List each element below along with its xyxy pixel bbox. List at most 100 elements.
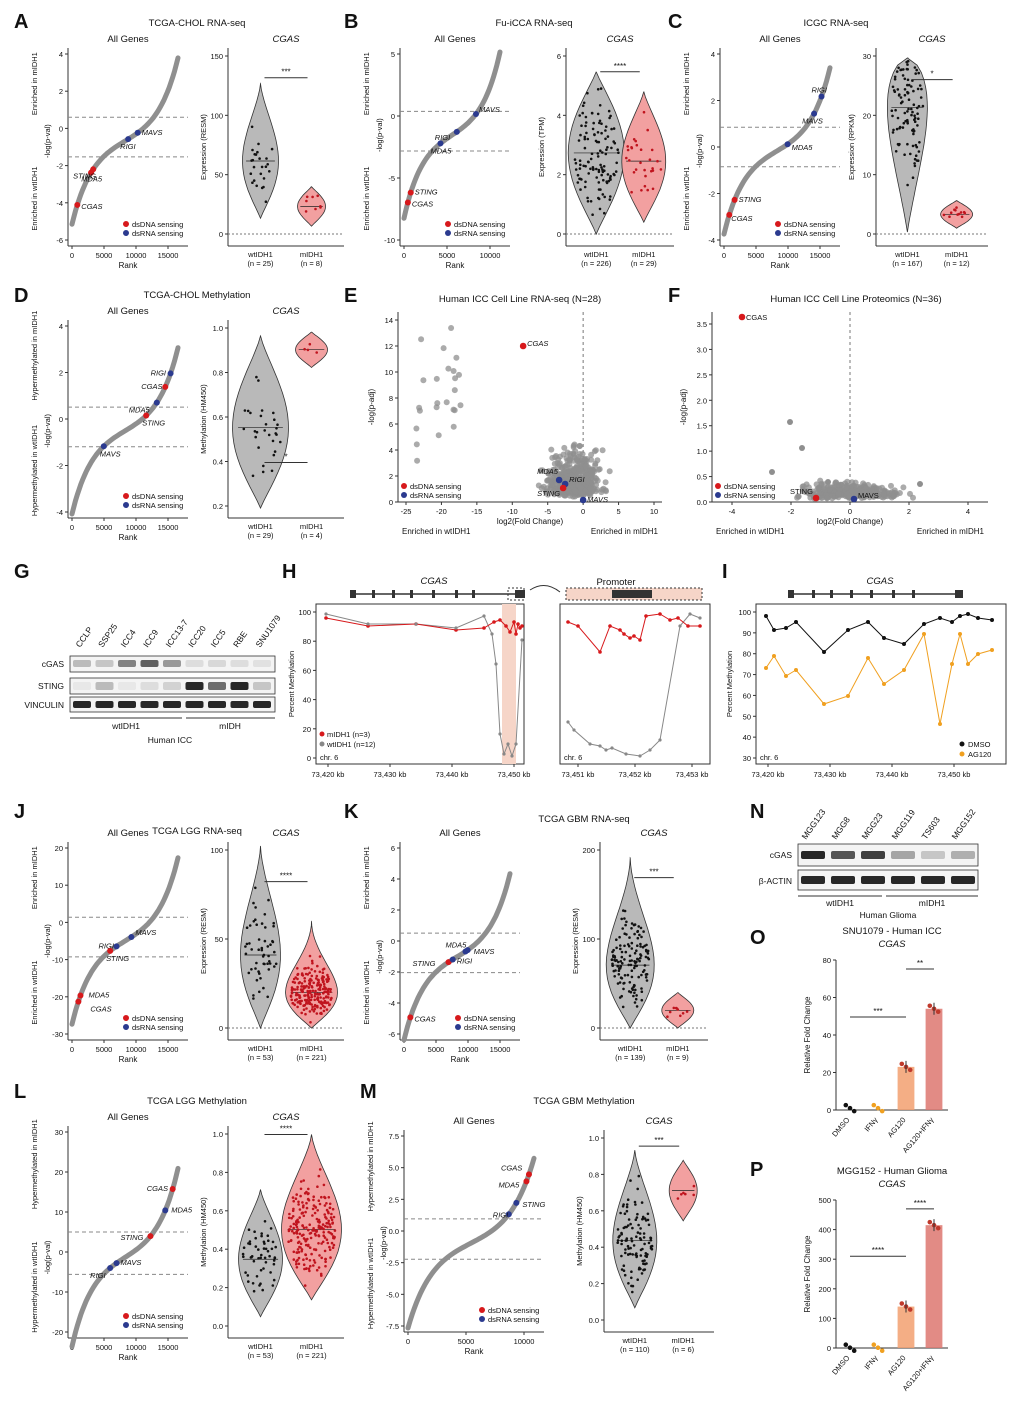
data-point — [620, 917, 623, 921]
data-point — [270, 469, 274, 473]
data-point — [601, 168, 604, 171]
y-tick-label: 0.4 — [213, 458, 223, 467]
legend-rna-label: dsRNA sensing — [410, 491, 461, 500]
data-point — [635, 1254, 639, 1258]
data-point — [589, 200, 593, 203]
mut-point — [608, 624, 612, 628]
wt-point — [502, 752, 506, 756]
data-point — [287, 1216, 291, 1220]
data-point — [622, 1269, 626, 1272]
data-point — [610, 127, 613, 131]
data-point — [550, 475, 557, 481]
gene-label: STING — [413, 959, 436, 968]
data-point — [927, 1003, 933, 1009]
exon — [955, 590, 963, 598]
data-point — [592, 477, 598, 484]
data-point — [299, 1194, 302, 1198]
data-point — [633, 991, 636, 995]
data-point — [632, 1244, 636, 1247]
data-point — [595, 176, 598, 179]
data-point — [267, 1239, 270, 1242]
data-point — [649, 1236, 652, 1240]
y-tick-label: 0 — [591, 1024, 595, 1033]
data-point — [254, 886, 257, 890]
data-point — [611, 964, 614, 967]
data-point — [906, 122, 909, 125]
rank-plot-title: All Genes — [434, 34, 475, 45]
data-point — [316, 993, 319, 996]
gene-point — [100, 443, 107, 450]
wt-point — [678, 624, 682, 628]
data-point — [301, 1201, 304, 1204]
x-tick-label: 0 — [406, 1337, 410, 1346]
data-point — [894, 150, 898, 153]
data-point — [640, 189, 643, 192]
data-point — [903, 93, 907, 97]
data-point — [912, 103, 916, 106]
data-point — [640, 973, 643, 977]
gene-point — [74, 201, 81, 208]
data-point — [641, 1215, 645, 1219]
plot-frame — [755, 603, 1007, 765]
data-point — [591, 127, 595, 131]
data-point — [318, 992, 322, 996]
data-point — [628, 936, 631, 939]
exon — [788, 590, 794, 598]
data-point — [302, 1214, 306, 1218]
data-point — [316, 1209, 320, 1212]
data-point — [639, 945, 642, 948]
data-point — [610, 146, 613, 150]
data-point — [608, 176, 612, 180]
rank-plot-title: All Genes — [439, 828, 480, 839]
zoom-box — [507, 587, 525, 601]
data-point — [905, 60, 908, 64]
data-point — [297, 981, 301, 985]
data-point — [314, 207, 317, 211]
y-tick-label: 1.0 — [213, 1130, 223, 1139]
gene-point — [513, 1199, 520, 1206]
gene-point — [784, 141, 791, 148]
ag120-point — [990, 648, 994, 652]
y-tick-label: 300 — [818, 1255, 831, 1264]
data-point — [640, 1201, 644, 1204]
data-point — [891, 131, 895, 134]
data-point — [637, 925, 640, 928]
y-tick-label: 0 — [59, 415, 63, 424]
gene-point — [125, 136, 132, 143]
data-point — [638, 959, 641, 963]
lane-label: ICC20 — [186, 623, 208, 649]
legend-rna-label: dsRNA sensing — [784, 229, 835, 238]
data-point — [906, 78, 910, 82]
data-point — [817, 477, 824, 484]
gene-label: CGAS — [501, 1163, 522, 1172]
legend-rna-marker — [123, 1322, 129, 1328]
y-tick-label: 0.0 — [213, 1322, 223, 1331]
violin-shape — [242, 82, 279, 220]
data-point — [305, 984, 308, 988]
lane-label: ICC4 — [118, 627, 137, 649]
chr-label: chr. 6 — [564, 753, 582, 762]
y-tick-label: 100 — [738, 608, 751, 617]
data-point — [906, 63, 909, 66]
data-point — [320, 1274, 323, 1277]
data-point — [291, 1209, 295, 1213]
data-point — [899, 96, 903, 99]
data-point — [644, 174, 647, 178]
data-point — [300, 1011, 304, 1015]
violin-title: CGAS — [273, 1112, 301, 1123]
data-point — [255, 184, 258, 188]
y-tick-label: 14 — [385, 316, 393, 325]
gene-point — [107, 1265, 114, 1272]
data-point — [304, 1243, 308, 1247]
data-point — [599, 149, 602, 152]
data-point — [651, 187, 655, 191]
dmso-point — [922, 622, 926, 626]
y-up-label: Hypermethylated in mIDH1 — [366, 1121, 375, 1211]
data-point — [630, 190, 633, 194]
data-point — [682, 1191, 685, 1195]
data-point — [646, 956, 650, 960]
bar — [925, 1225, 943, 1348]
data-point — [603, 169, 606, 172]
data-point — [254, 435, 257, 439]
data-point — [317, 1234, 321, 1237]
